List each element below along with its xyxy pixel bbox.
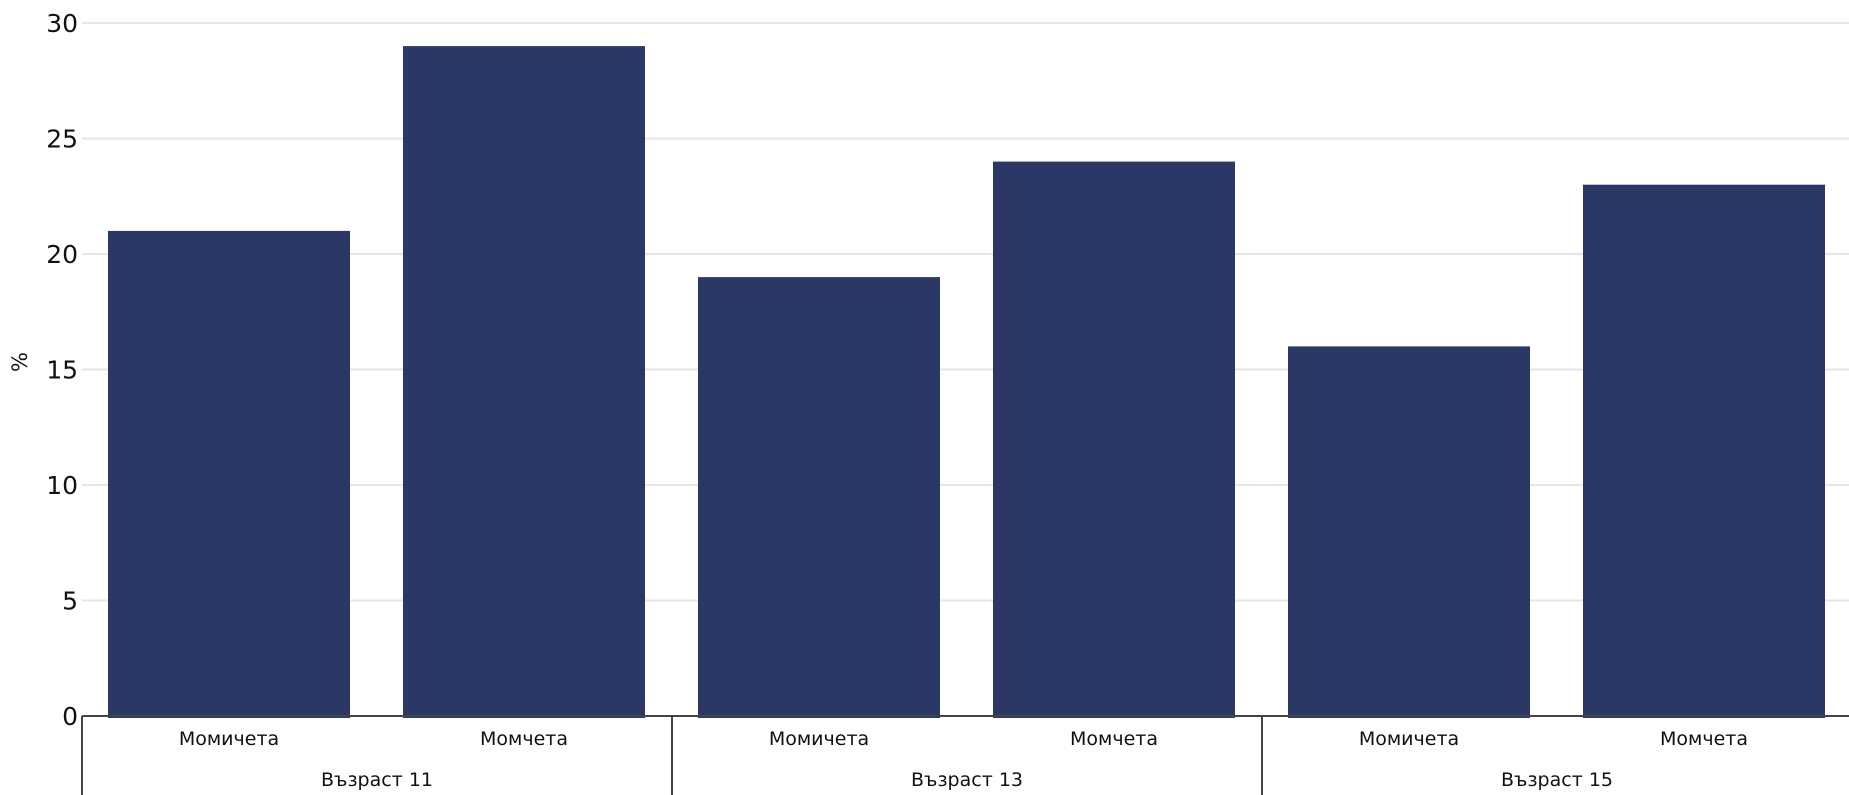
gridlines [82, 22, 1849, 602]
bar [698, 277, 940, 718]
y-tick-label: 15 [46, 356, 78, 385]
bar [1288, 346, 1530, 718]
x-category-label: Момичета [1359, 728, 1459, 750]
x-category-label: Момчета [1660, 728, 1748, 750]
bar [403, 46, 645, 719]
y-tick-label: 30 [46, 9, 78, 38]
x-group-label: Възраст 15 [1501, 769, 1613, 791]
x-labels: Момичета Момчета Възраст 11 Момичета Момчета… [179, 728, 1748, 791]
x-category-label: Момичета [179, 728, 279, 750]
axes [81, 715, 1849, 795]
x-category-label: Момчета [1070, 728, 1158, 750]
y-tick-label: 10 [46, 471, 78, 500]
y-axis-title: % [8, 352, 32, 372]
y-tick-label: 5 [62, 587, 78, 616]
y-tick-label: 20 [46, 240, 78, 269]
bar [1583, 184, 1825, 718]
x-category-label: Момичета [769, 728, 869, 750]
y-tick-labels: 0 5 10 15 20 25 30 [46, 9, 78, 731]
bar [108, 230, 350, 718]
y-tick-label: 0 [62, 702, 78, 731]
x-category-label: Момчета [480, 728, 568, 750]
bars [108, 46, 1825, 719]
x-group-label: Възраст 13 [911, 769, 1023, 791]
y-tick-label: 25 [46, 125, 78, 154]
bar [993, 161, 1235, 719]
x-group-label: Възраст 11 [321, 769, 433, 791]
